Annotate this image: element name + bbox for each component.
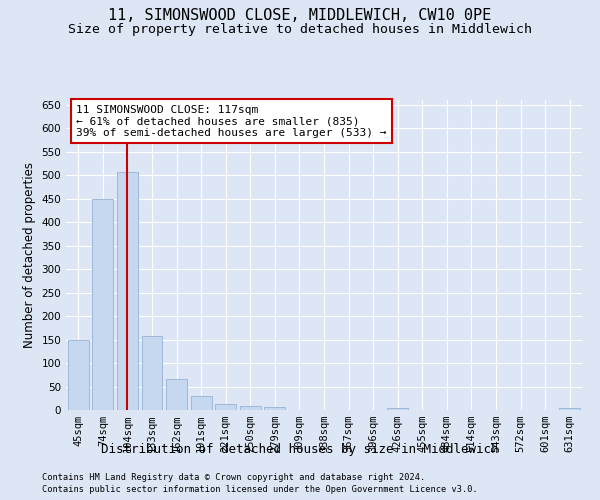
Bar — [117, 172, 138, 410]
Bar — [387, 408, 408, 410]
Bar — [92, 198, 113, 410]
Bar — [559, 408, 580, 410]
Y-axis label: Number of detached properties: Number of detached properties — [23, 162, 36, 348]
Bar — [166, 380, 187, 410]
Text: 11, SIMONSWOOD CLOSE, MIDDLEWICH, CW10 0PE: 11, SIMONSWOOD CLOSE, MIDDLEWICH, CW10 0… — [109, 8, 491, 22]
Text: Distribution of detached houses by size in Middlewich: Distribution of detached houses by size … — [101, 442, 499, 456]
Bar — [240, 406, 261, 410]
Text: Size of property relative to detached houses in Middlewich: Size of property relative to detached ho… — [68, 22, 532, 36]
Bar — [68, 340, 89, 410]
Bar — [191, 396, 212, 410]
Bar — [265, 406, 286, 410]
Bar — [215, 404, 236, 410]
Bar — [142, 336, 163, 410]
Text: Contains HM Land Registry data © Crown copyright and database right 2024.: Contains HM Land Registry data © Crown c… — [42, 472, 425, 482]
Text: 11 SIMONSWOOD CLOSE: 117sqm
← 61% of detached houses are smaller (835)
39% of se: 11 SIMONSWOOD CLOSE: 117sqm ← 61% of det… — [76, 104, 387, 138]
Text: Contains public sector information licensed under the Open Government Licence v3: Contains public sector information licen… — [42, 485, 478, 494]
